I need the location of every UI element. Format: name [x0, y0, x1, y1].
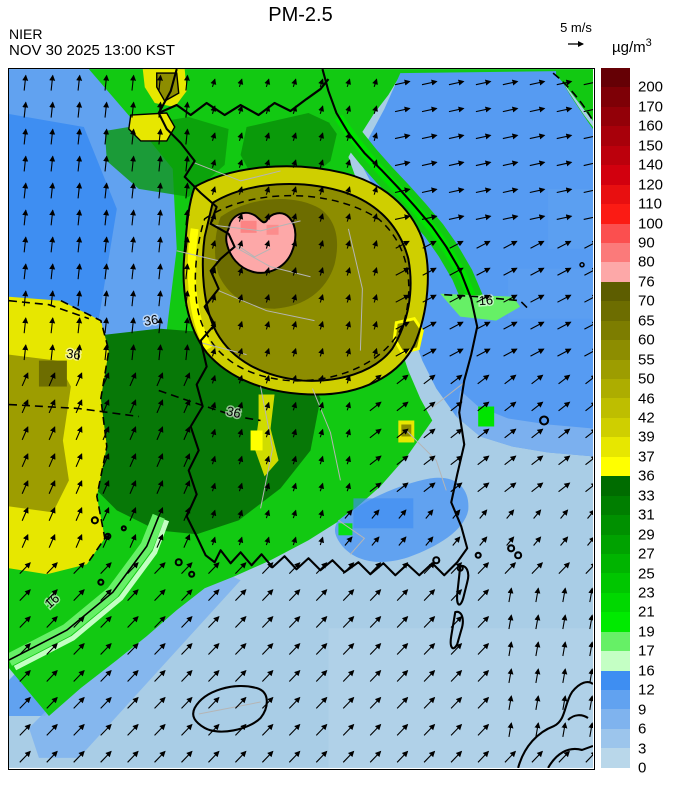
colorbar-tick-label: 27	[638, 545, 655, 563]
agency-label: NIER	[9, 26, 43, 42]
colorbar-band	[601, 728, 630, 749]
colorbar-band	[601, 398, 630, 418]
colorbar-tick-label: 80	[638, 253, 655, 271]
coastlines	[90, 69, 593, 768]
colorbar-band	[601, 184, 630, 205]
units-label: µg/m3	[612, 37, 652, 56]
colorbar-band	[601, 495, 630, 516]
colorbar-band	[601, 690, 630, 710]
colorbar-band	[601, 242, 630, 263]
colorbar-tick-label: 70	[638, 292, 655, 310]
colorbar-tick-label: 6	[638, 720, 647, 738]
colorbar-tick-label: 19	[638, 623, 655, 641]
colorbar-tick-label: 12	[638, 681, 655, 699]
colorbar-band	[601, 437, 630, 457]
colorbar-band	[601, 204, 630, 224]
colorbar-band	[601, 379, 630, 399]
colorbar-band	[601, 670, 630, 690]
colorbar-tick-label: 23	[638, 584, 655, 602]
colorbar-band	[601, 68, 630, 88]
colorbar-band	[601, 476, 630, 496]
colorbar-tick-label: 170	[638, 98, 664, 116]
colorbar-band	[601, 651, 630, 671]
colorbar-tick-label: 25	[638, 565, 655, 583]
colorbar-tick-label: 200	[638, 78, 664, 96]
colorbar-tick-label: 60	[638, 331, 655, 349]
colorbar-band	[601, 456, 630, 477]
colorbar-tick-label: 16	[638, 662, 655, 680]
colorbar-labels: 200 170 160 150 140 120 110 100 90 80 76 70 65 60 55 50…	[638, 68, 673, 776]
colorbar-band	[601, 281, 630, 302]
pink-hotspot	[225, 211, 297, 274]
colorbar-band	[601, 631, 630, 652]
wind-scale-arrow-icon	[568, 41, 584, 47]
colorbar-band	[601, 145, 630, 166]
colorbar-tick-label: 65	[638, 312, 655, 330]
colorbar-band	[601, 340, 630, 360]
colorbar-swatches	[601, 68, 630, 768]
datetime-label: NOV 30 2025 13:00 KST	[9, 42, 175, 59]
colorbar-tick-label: 36	[638, 467, 655, 485]
colorbar-tick-label: 150	[638, 137, 664, 155]
colorbar-tick-label: 31	[638, 506, 655, 524]
colorbar-tick-label: 100	[638, 215, 664, 233]
colorbar-tick-label: 33	[638, 487, 655, 505]
colorbar-band	[601, 320, 630, 341]
colorbar-band	[601, 106, 630, 127]
wind-scale-label: 5 m/s	[560, 20, 592, 35]
colorbar-band	[601, 748, 630, 768]
colorbar-band	[601, 87, 630, 107]
colorbar-tick-label: 21	[638, 603, 655, 621]
map-frame: 36 36 36 16 16	[8, 68, 595, 770]
colorbar-tick-label: 0	[638, 759, 647, 777]
colorbar-band	[601, 301, 630, 321]
colorbar-band	[601, 709, 630, 729]
colorbar-band	[601, 573, 630, 593]
colorbar-band	[601, 534, 630, 554]
colorbar-tick-label: 76	[638, 273, 655, 291]
colorbar-tick-label: 42	[638, 409, 655, 427]
colorbar-tick-label: 46	[638, 390, 655, 408]
wind-vectors	[19, 74, 593, 763]
colorbar-band	[601, 417, 630, 438]
colorbar-band	[601, 553, 630, 574]
colorbar: 200 170 160 150 140 120 110 100 90 80 76 70 65 60 55 50…	[601, 68, 673, 776]
colorbar-tick-label: 90	[638, 234, 655, 252]
colorbar-tick-label: 55	[638, 351, 655, 369]
colorbar-tick-label: 37	[638, 448, 655, 466]
contour-lines	[9, 72, 593, 661]
colorbar-tick-label: 50	[638, 370, 655, 388]
colorbar-band	[601, 515, 630, 535]
colorbar-tick-label: 17	[638, 642, 655, 660]
colorbar-tick-label: 110	[638, 195, 662, 213]
contour-label: 36	[143, 312, 160, 329]
colorbar-tick-label: 140	[638, 156, 664, 174]
colorbar-band	[601, 223, 630, 243]
page-title: PM-2.5	[268, 4, 333, 26]
colorbar-band	[601, 262, 630, 282]
colorbar-tick-label: 120	[638, 176, 664, 194]
admin-boundaries	[176, 162, 465, 555]
colorbar-tick-label: 160	[638, 117, 664, 135]
colorbar-tick-label: 3	[638, 740, 647, 758]
colorbar-tick-label: 39	[638, 428, 655, 446]
colorbar-band	[601, 592, 630, 613]
colorbar-tick-label: 29	[638, 526, 655, 544]
colorbar-band	[601, 165, 630, 185]
colorbar-band	[601, 359, 630, 379]
colorbar-tick-label: 9	[638, 701, 647, 719]
colorbar-band	[601, 126, 630, 146]
colorbar-band	[601, 612, 630, 632]
